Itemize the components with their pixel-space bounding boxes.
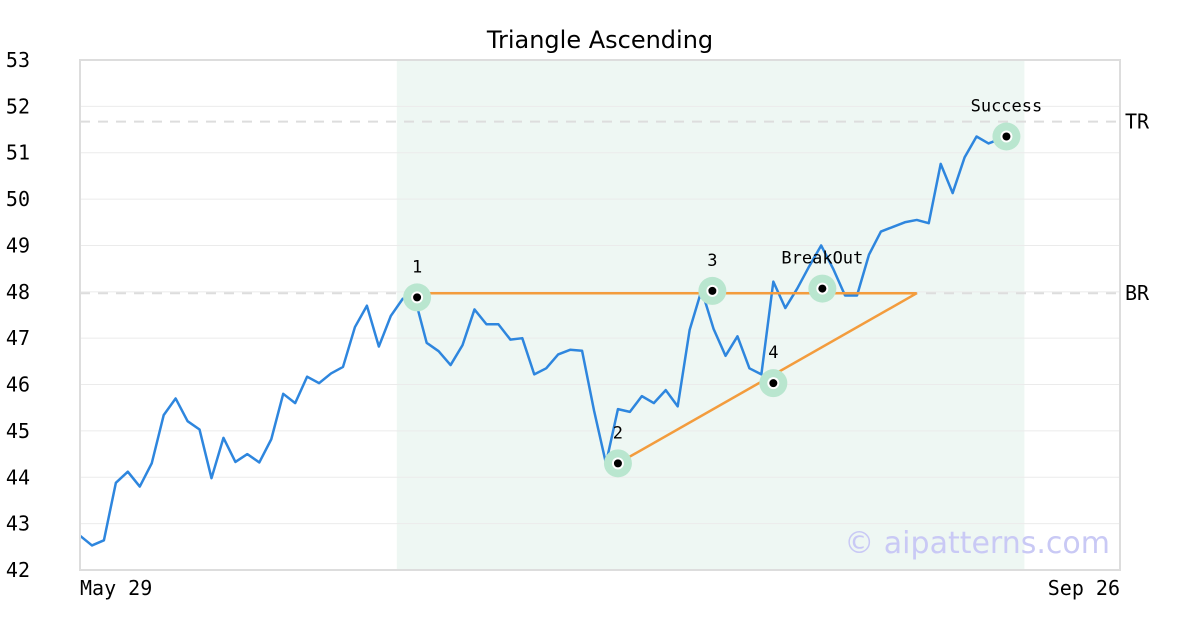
point-marker bbox=[1002, 132, 1011, 141]
price-series-line bbox=[79, 135, 1001, 547]
y-tick-label: 49 bbox=[6, 233, 30, 257]
point-label: BreakOut bbox=[781, 249, 863, 269]
y-tick-label: 51 bbox=[6, 141, 30, 165]
point-marker bbox=[613, 459, 622, 468]
y-tick-label: 46 bbox=[6, 373, 30, 397]
point-marker bbox=[818, 284, 827, 293]
x-tick-label: May 29 bbox=[80, 576, 152, 600]
plot-frame bbox=[79, 59, 1121, 571]
y-tick-label: 52 bbox=[6, 94, 30, 118]
y-tick-label: 48 bbox=[6, 280, 30, 304]
y-tick-label: 53 bbox=[6, 48, 30, 72]
watermark: © aipatterns.com bbox=[844, 526, 1110, 561]
point-marker bbox=[708, 286, 717, 295]
point-label: 1 bbox=[412, 257, 422, 277]
reference-label: TR bbox=[1125, 110, 1150, 134]
price-line bbox=[79, 135, 1001, 547]
y-tick-label: 50 bbox=[6, 187, 30, 211]
reference-lines: TR BR bbox=[80, 110, 1150, 305]
y-tick-label: 45 bbox=[6, 419, 30, 443]
point-label: 2 bbox=[613, 423, 623, 443]
chart-title: Triangle Ascending bbox=[486, 26, 713, 54]
point-label: 4 bbox=[768, 343, 778, 363]
y-tick-label: 44 bbox=[6, 465, 30, 489]
x-tick-label: Sep 26 bbox=[1048, 576, 1120, 600]
point-label: 3 bbox=[707, 251, 717, 271]
y-tick-label: 42 bbox=[6, 558, 30, 582]
reference-label: BR bbox=[1125, 281, 1150, 305]
point-marker bbox=[769, 379, 778, 388]
y-tick-label: 43 bbox=[6, 512, 30, 536]
y-axis: 42 43 44 45 46 47 48 49 50 51 52 53 bbox=[6, 48, 30, 582]
y-tick-label: 47 bbox=[6, 326, 30, 350]
x-axis: May 29 Sep 26 bbox=[80, 576, 1120, 600]
point-marker bbox=[413, 293, 422, 302]
points: 1 2 3 4 BreakOut Success bbox=[403, 97, 1042, 478]
grid bbox=[80, 105, 1120, 525]
point-label: Success bbox=[971, 97, 1043, 117]
